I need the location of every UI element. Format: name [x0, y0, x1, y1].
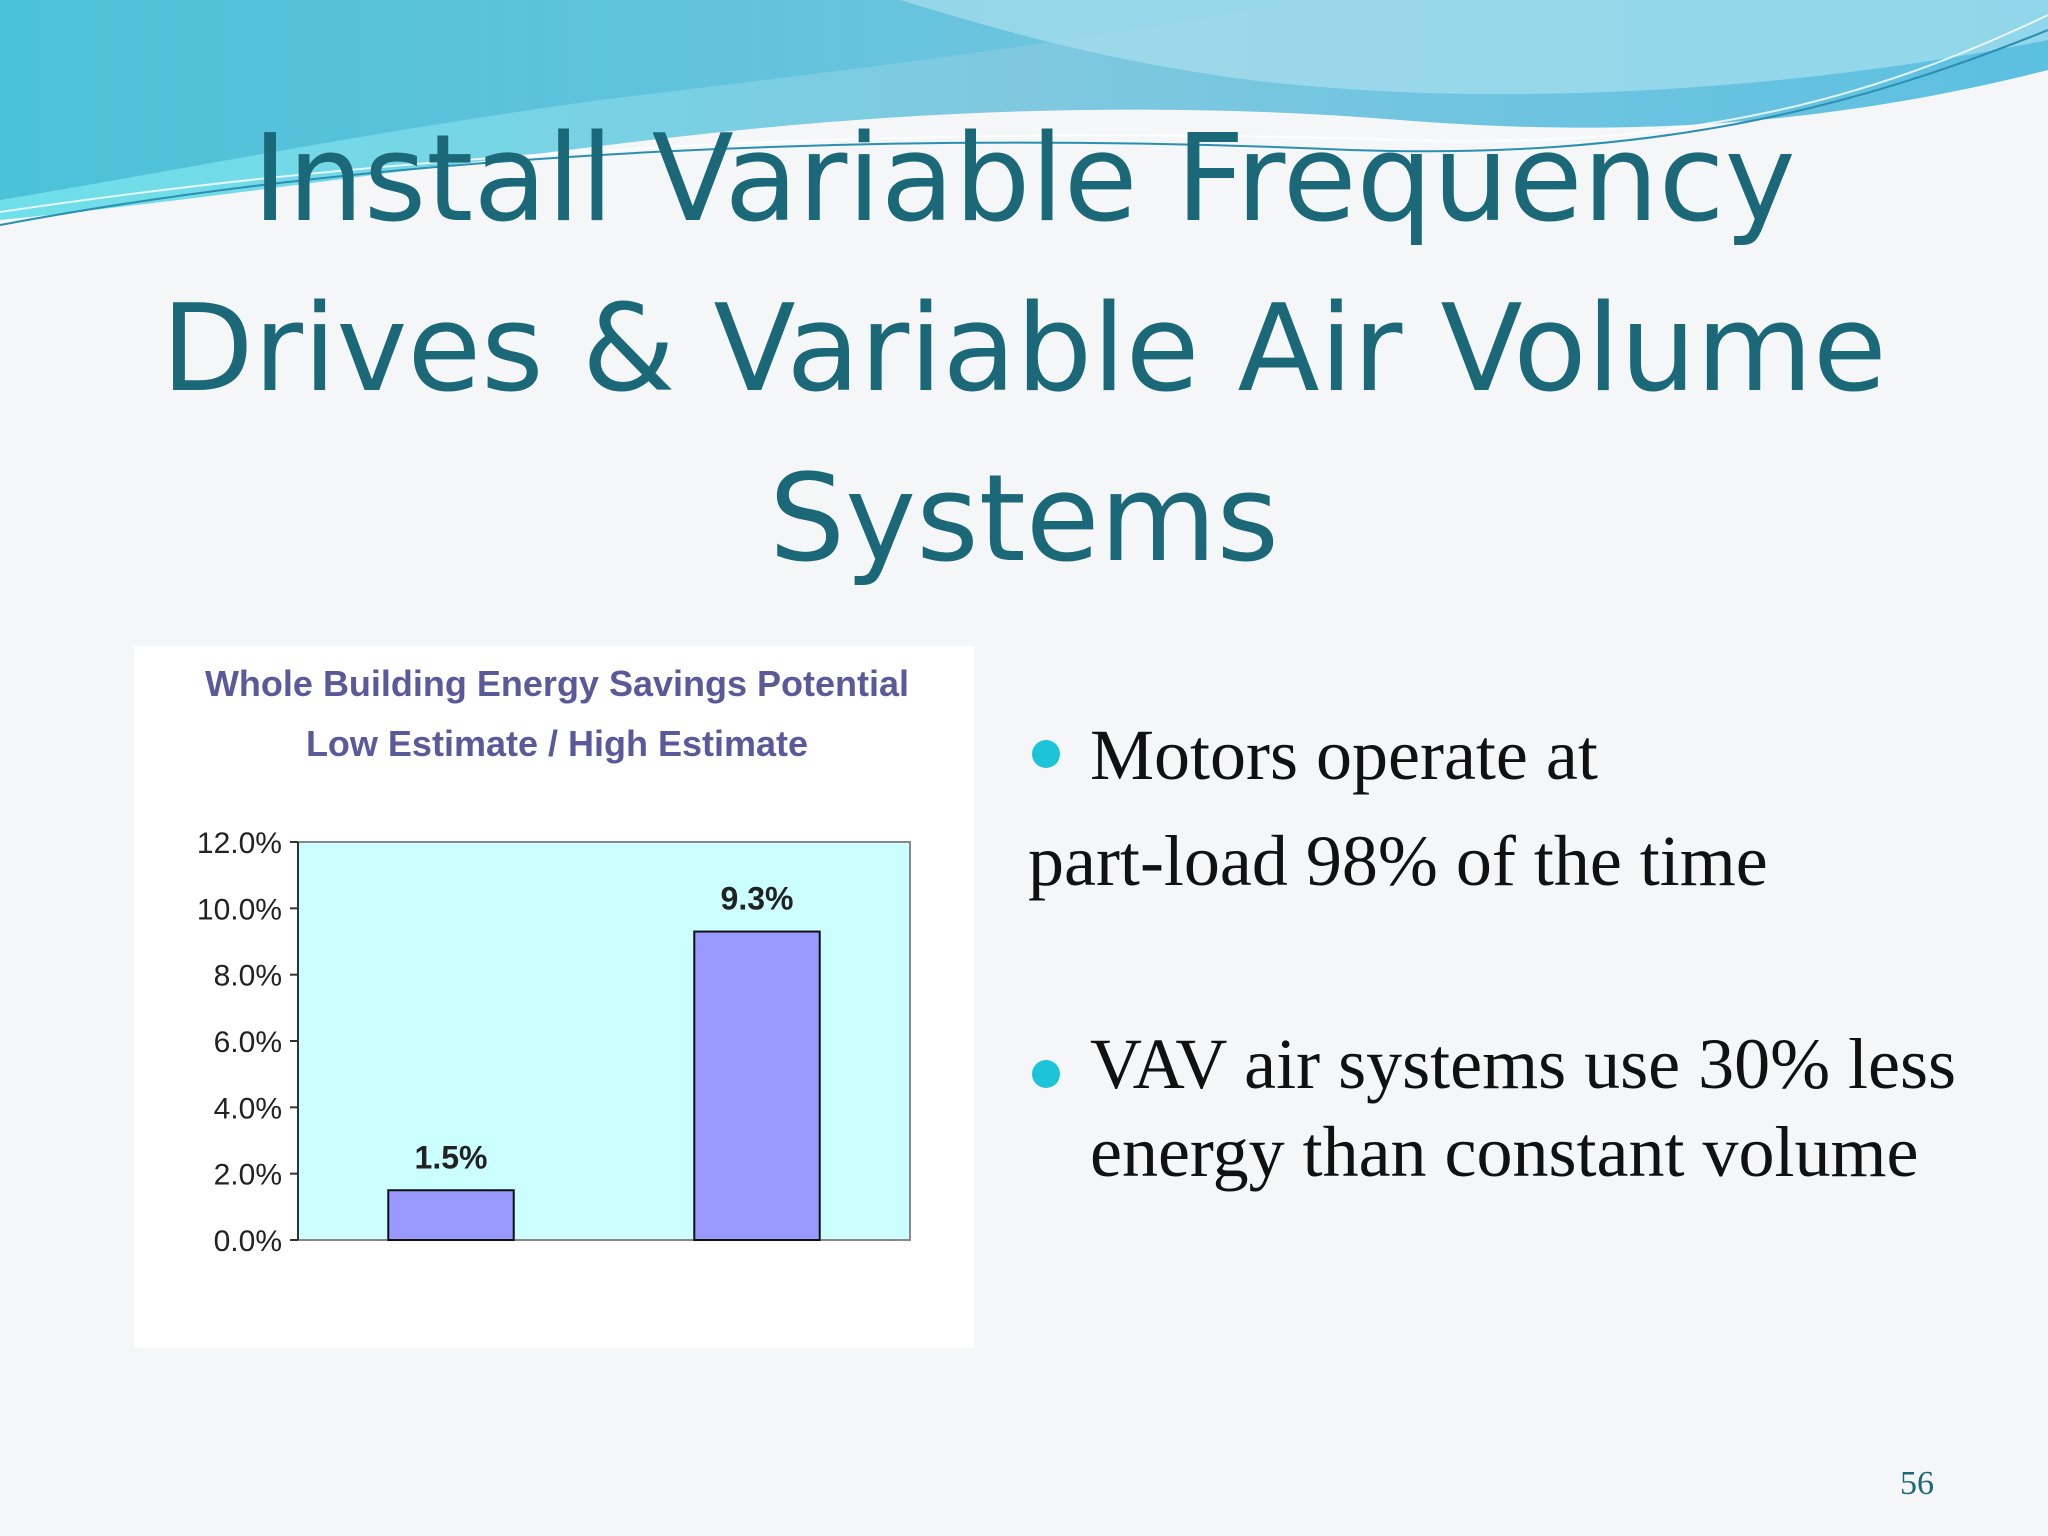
bar-data-label: 9.3% [721, 881, 794, 917]
energy-savings-chart: Whole Building Energy Savings Potential … [197, 663, 911, 1258]
title-line-2: Drives & Variable Air Volume [161, 280, 1887, 419]
chart-panel: Whole Building Energy Savings Potential … [134, 646, 974, 1348]
bullet-1-line-2: part-load 98% of the time [1028, 821, 1768, 901]
bar-data-label: 1.5% [415, 1139, 488, 1175]
chart-subtitle: Low Estimate / High Estimate [306, 723, 808, 764]
bullet-dot-icon [1032, 740, 1060, 768]
y-tick-label: 12.0% [197, 827, 282, 860]
bars [387, 930, 821, 1241]
bullet-item-2: VAV air systems use 30% less energy than… [1090, 1024, 1957, 1192]
page-number: 56 [1900, 1465, 1934, 1502]
y-tick-label: 6.0% [214, 1026, 282, 1059]
chart-bar [693, 930, 821, 1241]
y-tick-label: 4.0% [214, 1092, 282, 1125]
y-tick-label: 10.0% [197, 893, 282, 926]
chart-title: Whole Building Energy Savings Potential [205, 663, 909, 704]
title-line-1: Install Variable Frequency [252, 110, 1796, 249]
header-wave-decoration [0, 0, 2048, 226]
y-tick-label: 8.0% [214, 960, 282, 993]
y-axis: 0.0% 2.0% 4.0% 6.0% 8.0% 10.0% 12.0% [197, 827, 298, 1258]
y-tick-label: 2.0% [214, 1159, 282, 1192]
chart-bar [387, 1189, 515, 1241]
bullet-dot-icon [1032, 1060, 1060, 1088]
title-line-3: Systems [769, 450, 1279, 589]
data-labels: 1.5% 9.3% [415, 881, 794, 1176]
y-tick-label: 0.0% [214, 1225, 282, 1258]
bullet-1-line-1: Motors operate at [1090, 715, 1598, 795]
slide-title: Install Variable Frequency Drives & Vari… [120, 95, 1928, 605]
